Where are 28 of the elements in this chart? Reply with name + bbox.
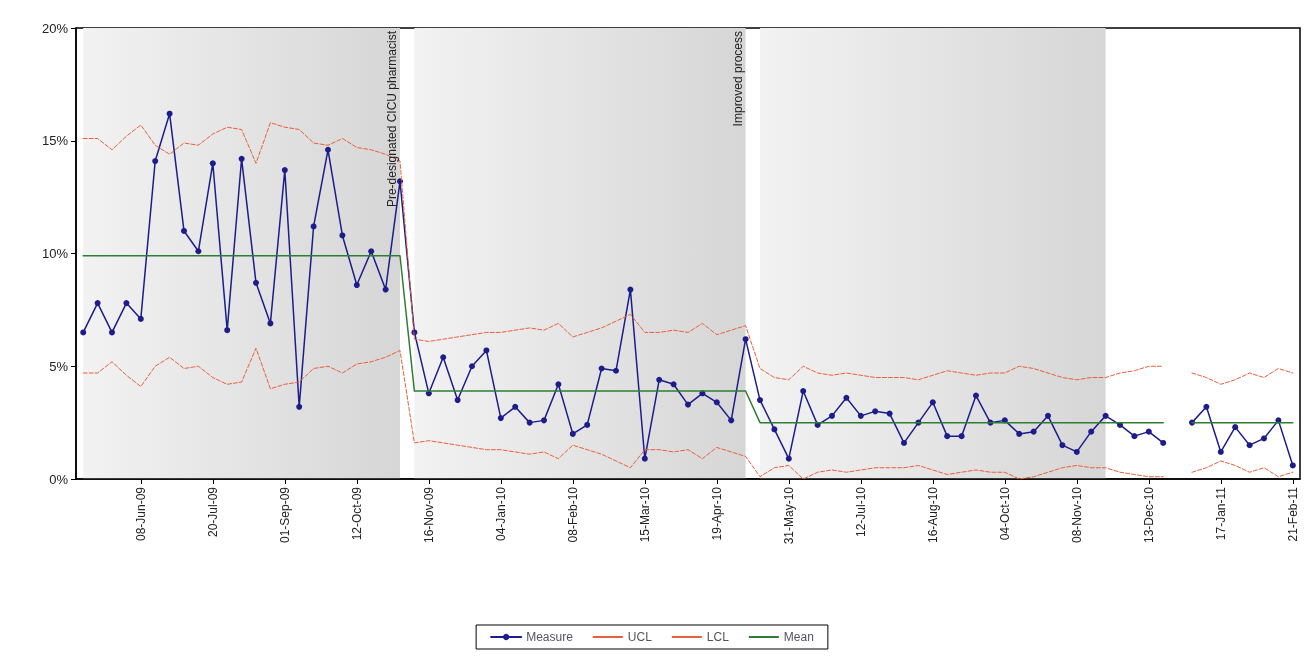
x-tick-label: 08-Feb-10 <box>565 486 580 543</box>
y-tick-label: 0% <box>49 471 69 487</box>
x-tick-label: 21-Feb-11 <box>1285 486 1300 542</box>
legend-label: Mean <box>783 630 814 644</box>
x-tick-label: 16-Aug-10 <box>925 486 940 544</box>
x-tick-label: 04-Oct-10 <box>997 486 1012 541</box>
x-tick-label: 01-Sep-09 <box>277 486 292 544</box>
y-tick-label: 10% <box>41 246 69 261</box>
x-tick-label: 15-Mar-10 <box>637 486 652 543</box>
x-tick-label: 17-Jan-11 <box>1213 486 1228 541</box>
x-tick-label: 31-May-10 <box>781 486 796 545</box>
y-tick-label: 15% <box>41 133 69 149</box>
legend-label: Measure <box>526 630 574 644</box>
x-tick-label: 13-Dec-10 <box>1141 486 1156 544</box>
x-tick-label: 04-Jan-10 <box>493 486 508 542</box>
annotation: Pre-designated CICU pharmacist <box>385 30 399 208</box>
x-tick-label: 12-Jul-10 <box>853 486 868 538</box>
x-tick-label: 08-Jun-09 <box>133 486 148 542</box>
y-tick-label: 20% <box>41 20 69 36</box>
x-tick-label: 12-Oct-09 <box>349 486 364 541</box>
annotation: Improved process <box>730 31 745 127</box>
legend-label: LCL <box>706 630 730 644</box>
x-tick-label: 20-Jul-09 <box>205 486 220 538</box>
x-tick-label: 16-Nov-09 <box>421 486 436 544</box>
legend-label: UCL <box>627 630 653 644</box>
x-tick-label: 19-Apr-10 <box>709 486 724 541</box>
x-tick-label: 08-Nov-10 <box>1069 486 1084 544</box>
y-tick-label: 5% <box>49 358 69 374</box>
